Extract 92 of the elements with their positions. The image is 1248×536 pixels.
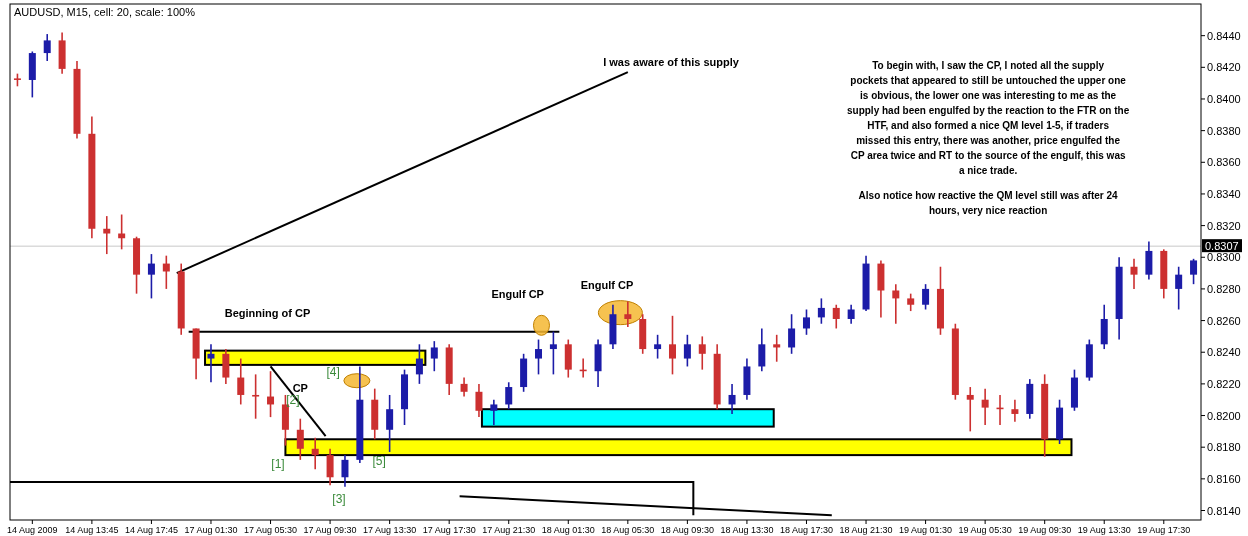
candlestick — [922, 283, 930, 311]
annotation: Engulf CP — [580, 278, 634, 291]
annotation: Beginning of CP — [224, 307, 311, 320]
candlestick — [668, 315, 676, 376]
candlestick — [237, 357, 245, 406]
annotation: To begin with, I saw the CP, I noted all the supply pockets that appeared to still be untouched the upper one is obvious, the lower one was interesting to me as the supply had been engulfed by the reaction to the FTR on the HTF, and also formed a nice QM level 1-5, if traders missed this entry, there was another, price engulfed the CP area twice and RT to the source of the engulf, this was a nice trade. — [846, 59, 1130, 176]
candlestick — [252, 373, 260, 420]
y-tick-label: 0.8200 — [1207, 409, 1241, 422]
candlestick — [728, 383, 736, 415]
candlestick — [1145, 240, 1153, 281]
candlestick — [147, 253, 155, 300]
candlestick — [535, 338, 543, 376]
candlestick — [892, 283, 900, 325]
y-tick-label: 0.8240 — [1207, 346, 1241, 359]
annotation: Engulf CP — [491, 288, 544, 301]
candlestick — [654, 334, 662, 360]
candlestick — [832, 303, 840, 330]
annotation: [4] — [326, 364, 340, 379]
y-tick-label: 0.8400 — [1207, 92, 1241, 105]
x-tick-label: 14 Aug 17:45 — [124, 525, 178, 535]
y-tick-label: 0.8180 — [1207, 441, 1241, 454]
x-tick-label: 19 Aug 05:30 — [958, 525, 1012, 535]
candlestick — [43, 33, 51, 62]
x-tick-label: 18 Aug 13:30 — [720, 525, 774, 535]
x-tick-label: 19 Aug 17:30 — [1137, 525, 1191, 535]
candlestick — [802, 308, 810, 336]
y-tick-label: 0.8440 — [1207, 29, 1241, 42]
candlestick — [103, 215, 111, 255]
x-tick-label: 18 Aug 05:30 — [601, 525, 655, 535]
candlestick — [966, 386, 974, 433]
candlestick — [326, 447, 334, 486]
candlestick — [1190, 258, 1198, 285]
candlestick — [817, 297, 825, 325]
candlestick — [1130, 258, 1138, 290]
candlestick — [341, 454, 349, 488]
annotation: [1] — [271, 456, 285, 471]
candlestick — [505, 381, 513, 410]
candlestick — [773, 334, 781, 363]
y-tick-label: 0.8280 — [1207, 282, 1241, 295]
x-tick-label: 14 Aug 13:45 — [65, 525, 119, 535]
annotation: [3] — [332, 491, 346, 506]
candlestick — [415, 343, 423, 385]
x-tick-label: 19 Aug 13:30 — [1077, 525, 1131, 535]
y-tick-label: 0.8420 — [1207, 61, 1241, 74]
candlestick — [847, 303, 855, 325]
annotation: Also notice how reactive the QM level still was after 24 hours, very nice reaction — [858, 189, 1119, 216]
annotation: [5] — [372, 453, 386, 468]
candlestick — [207, 343, 215, 384]
candlestick — [981, 387, 989, 426]
x-tick-label: 17 Aug 13:30 — [363, 525, 417, 535]
x-tick-label: 18 Aug 01:30 — [541, 525, 595, 535]
candlestick — [788, 313, 796, 355]
x-tick-label: 14 Aug 2009 — [7, 525, 58, 535]
candlestick — [624, 300, 632, 328]
y-tick-label: 0.8260 — [1207, 314, 1241, 327]
annotation: I was aware of this supply — [603, 55, 740, 68]
candlestick — [296, 417, 304, 461]
candlestick — [222, 348, 230, 385]
candlestick — [758, 327, 766, 373]
y-tick-label: 0.8320 — [1207, 219, 1241, 232]
x-tick-label: 17 Aug 09:30 — [303, 525, 357, 535]
candlestick — [386, 394, 394, 453]
candlestick — [1011, 398, 1019, 423]
candlestick — [698, 335, 706, 371]
y-tick-label: 0.8220 — [1207, 377, 1241, 390]
candlestick — [311, 436, 319, 471]
annotation: [2] — [286, 393, 300, 408]
candlestick — [430, 340, 438, 373]
y-tick-label: 0.8380 — [1207, 124, 1241, 137]
y-tick-label: 0.8140 — [1207, 504, 1241, 517]
x-tick-label: 19 Aug 09:30 — [1018, 525, 1072, 535]
candlestick — [683, 334, 691, 368]
y-tick-label: 0.8340 — [1207, 187, 1241, 200]
x-tick-label: 17 Aug 05:30 — [244, 525, 298, 535]
x-tick-label: 19 Aug 01:30 — [899, 525, 953, 535]
chart-title: AUDUSD, M15, cell: 20, scale: 100% — [14, 6, 196, 18]
x-tick-label: 18 Aug 09:30 — [660, 525, 714, 535]
annotation: CP — [292, 381, 308, 394]
candlestick — [490, 398, 498, 426]
x-tick-label: 18 Aug 21:30 — [839, 525, 893, 535]
y-tick-label: 0.8300 — [1207, 251, 1241, 264]
ref-line-label: 0.8307 — [1205, 240, 1239, 253]
candlestick — [549, 330, 557, 376]
x-tick-label: 17 Aug 17:30 — [422, 525, 476, 535]
x-tick-label: 17 Aug 21:30 — [482, 525, 536, 535]
y-tick-label: 0.8360 — [1207, 156, 1241, 169]
y-tick-label: 0.8160 — [1207, 472, 1241, 485]
x-tick-label: 17 Aug 01:30 — [184, 525, 238, 535]
candlestick — [460, 376, 468, 398]
candlestick — [475, 383, 483, 418]
x-tick-label: 18 Aug 17:30 — [779, 525, 834, 535]
candlestick — [1175, 265, 1183, 311]
